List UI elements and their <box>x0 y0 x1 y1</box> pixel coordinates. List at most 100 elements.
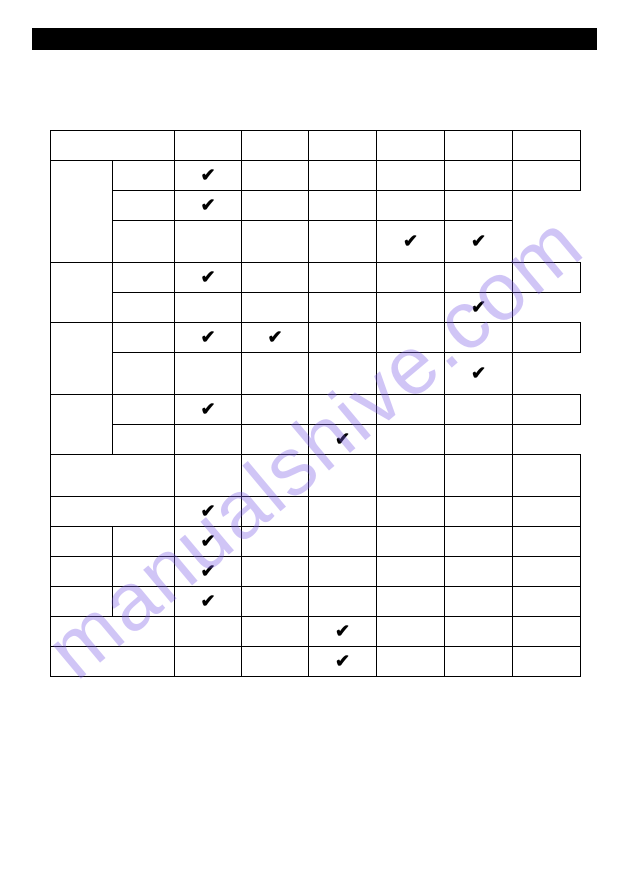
table-cell <box>513 617 581 647</box>
table-cell <box>377 425 445 455</box>
table-cell <box>513 497 581 527</box>
table-row: ✔✔ <box>51 323 581 353</box>
check-icon: ✔ <box>175 161 242 191</box>
table-cell <box>51 497 175 527</box>
check-icon: ✔ <box>175 323 242 353</box>
table-cell <box>445 497 513 527</box>
check-icon: ✔ <box>309 647 377 677</box>
table-cell <box>113 353 175 395</box>
table-cell <box>113 323 175 353</box>
table-cell <box>113 191 175 221</box>
check-icon: ✔ <box>175 587 242 617</box>
table-cell <box>309 497 377 527</box>
table-cell <box>242 293 309 323</box>
table-cell <box>309 161 377 191</box>
table-cell <box>242 647 309 677</box>
table-cell <box>445 131 513 161</box>
check-icon: ✔ <box>175 557 242 587</box>
table-row: ✔ <box>51 191 581 221</box>
table: ✔✔✔✔✔✔✔✔✔✔✔✔✔✔✔✔✔ <box>50 130 581 677</box>
table-cell <box>242 131 309 161</box>
table-cell <box>377 191 445 221</box>
table-cell <box>242 395 309 425</box>
table-cell <box>309 221 377 263</box>
table-cell <box>113 293 175 323</box>
table-cell <box>377 293 445 323</box>
table-cell <box>175 353 242 395</box>
table-cell <box>513 455 581 497</box>
check-icon: ✔ <box>175 527 242 557</box>
table-cell <box>51 587 113 617</box>
header-bar <box>32 28 597 50</box>
table-cell <box>445 191 513 221</box>
table-cell <box>175 455 242 497</box>
table-cell <box>309 587 377 617</box>
table-cell <box>242 353 309 395</box>
table-cell <box>242 263 309 293</box>
table-cell <box>51 557 113 587</box>
table-row: ✔ <box>51 263 581 293</box>
table-row: ✔ <box>51 353 581 395</box>
table-cell <box>51 455 175 497</box>
table-row: ✔ <box>51 293 581 323</box>
table-cell <box>113 557 175 587</box>
table-cell <box>445 263 513 293</box>
table-cell <box>242 497 309 527</box>
table-cell <box>513 647 581 677</box>
table-cell <box>445 587 513 617</box>
table-cell <box>445 395 513 425</box>
table-cell <box>175 425 242 455</box>
table-row: ✔ <box>51 617 581 647</box>
table-cell <box>113 263 175 293</box>
check-icon: ✔ <box>175 497 242 527</box>
table-cell <box>242 221 309 263</box>
table-cell <box>113 161 175 191</box>
table-cell <box>113 221 175 263</box>
table-cell <box>377 395 445 425</box>
table-row: ✔ <box>51 587 581 617</box>
table-cell <box>113 395 175 425</box>
table-row: ✔✔ <box>51 221 581 263</box>
table-cell <box>513 131 581 161</box>
table-cell <box>377 455 445 497</box>
table-cell <box>309 557 377 587</box>
table-row: ✔ <box>51 647 581 677</box>
table-row: ✔ <box>51 527 581 557</box>
table-cell <box>309 131 377 161</box>
table-cell <box>377 527 445 557</box>
table-cell <box>175 617 242 647</box>
table-cell <box>51 527 113 557</box>
table-row: ✔ <box>51 395 581 425</box>
table-row: ✔ <box>51 497 581 527</box>
table-cell <box>377 323 445 353</box>
table-cell <box>242 557 309 587</box>
table-cell <box>175 221 242 263</box>
table-cell <box>445 527 513 557</box>
table-cell <box>309 527 377 557</box>
page: manualshive.com ✔✔✔✔✔✔✔✔✔✔✔✔✔✔✔✔✔ <box>0 0 629 893</box>
check-icon: ✔ <box>309 425 377 455</box>
table-cell <box>445 617 513 647</box>
table-cell <box>309 455 377 497</box>
check-icon: ✔ <box>445 353 513 395</box>
table-cell <box>113 425 175 455</box>
table-row <box>51 131 581 161</box>
check-icon: ✔ <box>175 263 242 293</box>
table-cell <box>377 587 445 617</box>
table-cell <box>377 617 445 647</box>
table-cell <box>175 131 242 161</box>
table-cell <box>309 353 377 395</box>
table-cell <box>377 263 445 293</box>
table-cell <box>51 263 113 323</box>
table-cell <box>445 647 513 677</box>
table-cell <box>513 263 581 293</box>
check-icon: ✔ <box>242 323 309 353</box>
table-cell <box>377 647 445 677</box>
table-cell <box>242 161 309 191</box>
table-cell <box>513 557 581 587</box>
table-cell <box>309 395 377 425</box>
table-cell <box>51 323 113 395</box>
check-icon: ✔ <box>377 221 445 263</box>
table-cell <box>445 161 513 191</box>
check-icon: ✔ <box>175 395 242 425</box>
